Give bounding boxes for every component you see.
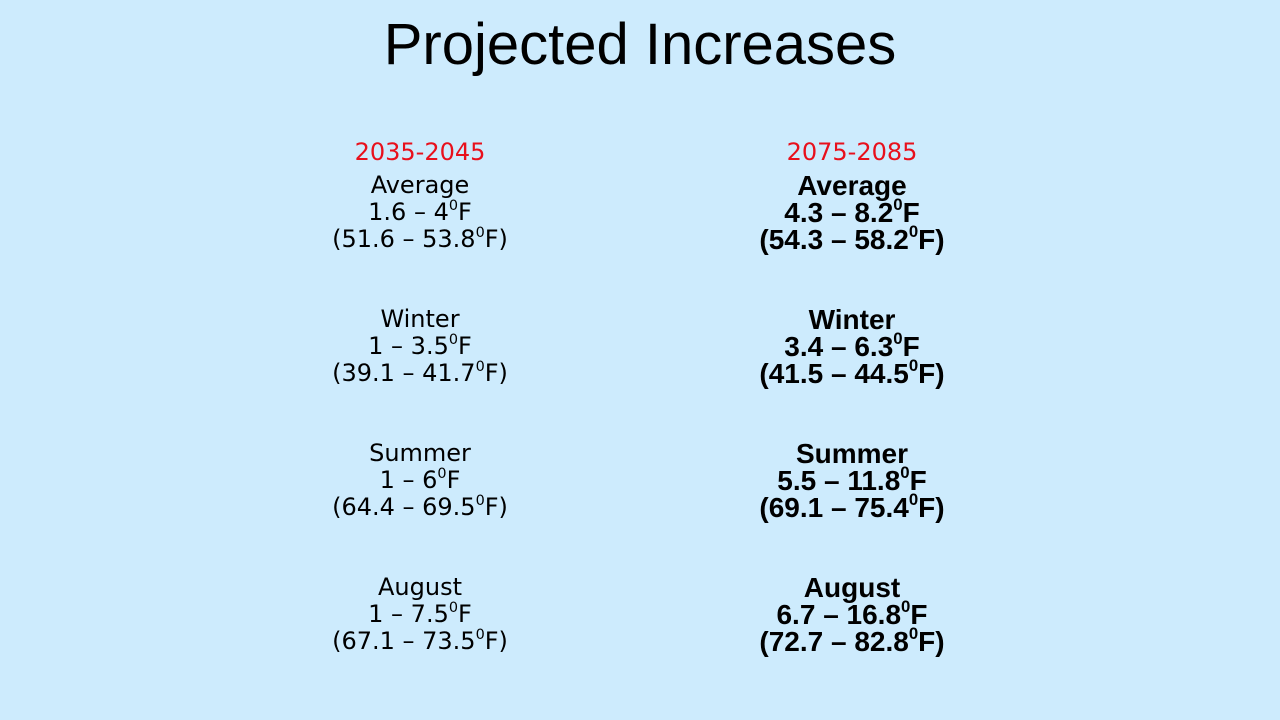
season-block-august: August 1 – 7.50F (67.1 – 73.50F): [220, 574, 620, 708]
range-value: (64.4 – 69.5: [332, 493, 476, 521]
range-unit: F): [484, 225, 508, 253]
temperature-range: (72.7 – 82.80F): [652, 625, 1052, 657]
temperature-range: (51.6 – 53.80F): [220, 226, 620, 253]
temperature-range: (39.1 – 41.70F): [220, 360, 620, 387]
degree-mark: 0: [908, 222, 919, 242]
range-value: (67.1 – 73.5: [332, 627, 476, 655]
increase-unit: F: [458, 332, 472, 360]
increase-unit: F: [902, 331, 920, 362]
degree-mark: 0: [908, 490, 919, 510]
range-value: (41.5 – 44.5: [759, 358, 909, 389]
increase-value: 1 – 3.5: [368, 332, 449, 360]
range-unit: F): [918, 358, 945, 389]
degree-mark: 0: [893, 329, 903, 349]
season-label: Average: [797, 170, 907, 201]
period-heading: 2035-2045: [354, 138, 486, 166]
period-column-left: 2035-2045 Average 1.6 – 40F (51.6 – 53.8…: [220, 136, 620, 708]
range-value: (72.7 – 82.8: [759, 626, 909, 657]
degree-mark: 0: [893, 195, 903, 215]
degree-mark: 0: [475, 626, 485, 643]
increase-unit: F: [458, 198, 472, 226]
season-block-winter: Winter 1 – 3.50F (39.1 – 41.70F): [220, 306, 620, 440]
range-unit: F): [918, 492, 945, 523]
season-block-august: August 6.7 – 16.80F (72.7 – 82.80F): [652, 574, 1052, 708]
season-block-average: Average 1.6 – 40F (51.6 – 53.80F): [220, 172, 620, 306]
degree-mark: 0: [448, 331, 459, 348]
range-unit: F): [484, 359, 508, 387]
degree-mark: 0: [908, 356, 919, 376]
increase-range: 1 – 3.50F: [220, 333, 620, 360]
range-unit: F): [918, 224, 945, 255]
increase-value: 1.6 – 4: [368, 198, 449, 226]
increase-value: 4.3 – 8.2: [784, 197, 894, 228]
period-column-right: 2075-2085 Average 4.3 – 8.20F (54.3 – 58…: [652, 136, 1052, 708]
temperature-range: (64.4 – 69.50F): [220, 494, 620, 521]
season-label: Winter: [380, 305, 460, 333]
range-value: (51.6 – 53.8: [332, 225, 476, 253]
increase-unit: F: [446, 466, 461, 494]
increase-range: 1 – 60F: [220, 467, 620, 494]
degree-mark: 0: [900, 463, 910, 483]
slide-title: Projected Increases: [383, 12, 897, 77]
season-label: August: [378, 573, 462, 601]
increase-value: 3.4 – 6.3: [784, 331, 894, 362]
increase-unit: F: [909, 465, 927, 496]
season-label: Summer: [369, 439, 471, 467]
season-block-winter: Winter 3.4 – 6.30F (41.5 – 44.50F): [652, 306, 1052, 440]
degree-mark: 0: [901, 597, 911, 617]
temperature-range: (67.1 – 73.50F): [220, 628, 620, 655]
increase-range: 5.5 – 11.80F: [652, 464, 1052, 496]
season-label: August: [803, 572, 901, 603]
season-label: Average: [370, 171, 470, 199]
range-value: (69.1 – 75.4: [759, 492, 909, 523]
temperature-range: (69.1 – 75.40F): [652, 491, 1052, 523]
increase-unit: F: [910, 599, 928, 630]
degree-mark: 0: [448, 599, 459, 616]
degree-mark: 0: [448, 197, 459, 214]
degree-mark: 0: [475, 224, 485, 241]
increase-value: 1 – 6: [379, 466, 438, 494]
increase-value: 6.7 – 16.8: [776, 599, 902, 630]
increase-unit: F: [458, 600, 472, 628]
season-block-summer: Summer 1 – 60F (64.4 – 69.50F): [220, 440, 620, 574]
increase-range: 1.6 – 40F: [220, 199, 620, 226]
increase-range: 3.4 – 6.30F: [652, 330, 1052, 362]
season-block-summer: Summer 5.5 – 11.80F (69.1 – 75.40F): [652, 440, 1052, 574]
range-unit: F): [484, 627, 508, 655]
range-value: (54.3 – 58.2: [759, 224, 909, 255]
range-unit: F): [918, 626, 945, 657]
degree-mark: 0: [475, 492, 485, 509]
season-block-average: Average 4.3 – 8.20F (54.3 – 58.20F): [652, 172, 1052, 306]
degree-mark: 0: [475, 358, 485, 375]
season-label: Winter: [808, 304, 896, 335]
temperature-range: (54.3 – 58.20F): [652, 223, 1052, 255]
season-label: Summer: [795, 438, 909, 469]
period-heading: 2075-2085: [786, 138, 918, 166]
increase-value: 5.5 – 11.8: [777, 465, 901, 496]
increase-range: 4.3 – 8.20F: [652, 196, 1052, 228]
degree-mark: 0: [437, 465, 447, 482]
temperature-range: (41.5 – 44.50F): [652, 357, 1052, 389]
range-value: (39.1 – 41.7: [332, 359, 476, 387]
increase-unit: F: [902, 197, 920, 228]
degree-mark: 0: [908, 624, 919, 644]
increase-value: 1 – 7.5: [368, 600, 449, 628]
increase-range: 6.7 – 16.80F: [652, 598, 1052, 630]
range-unit: F): [484, 493, 508, 521]
increase-range: 1 – 7.50F: [220, 601, 620, 628]
